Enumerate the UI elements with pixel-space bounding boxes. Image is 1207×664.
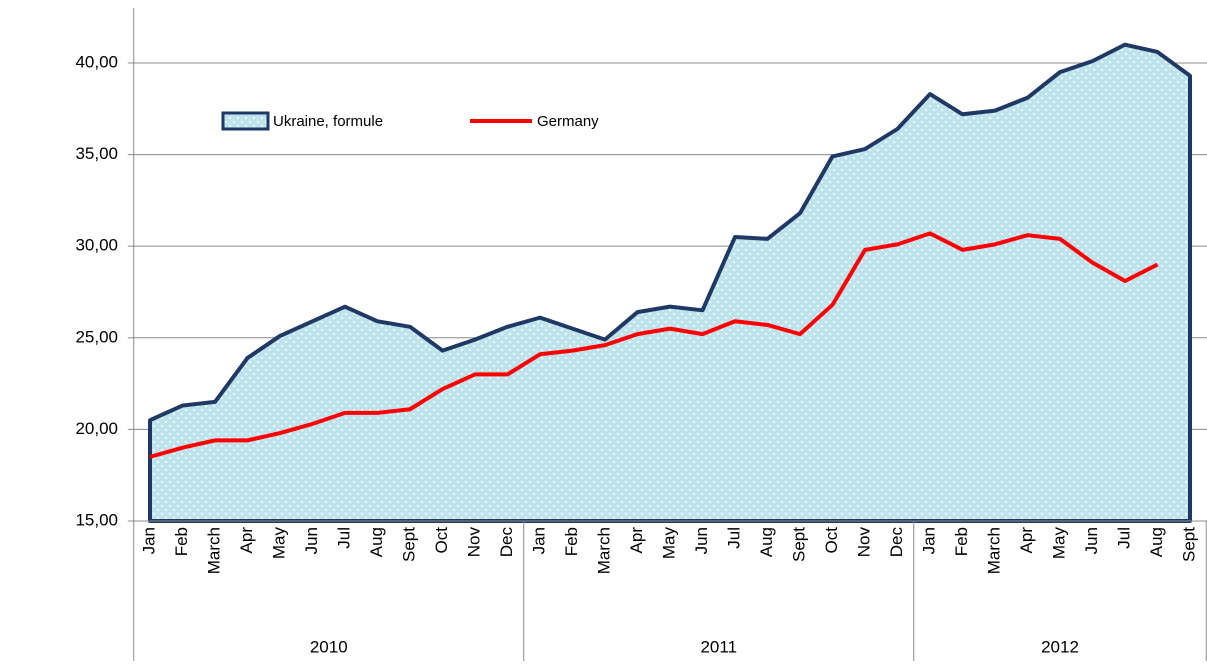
- group-label: 2010: [310, 637, 348, 656]
- x-tick-label: March: [984, 527, 1003, 574]
- x-tick-label: Jun: [1082, 527, 1101, 554]
- y-tick-label: 20,00: [75, 419, 118, 438]
- legend-swatch: [221, 111, 270, 131]
- line: [149, 231, 1159, 459]
- x-tick-label: Apr: [1017, 527, 1036, 554]
- x-tick-label: Jan: [139, 527, 158, 554]
- x-tick-label: May: [1049, 527, 1068, 560]
- x-tick-label: Feb: [952, 527, 971, 556]
- x-tick-label: Oct: [822, 527, 841, 554]
- area: [148, 42, 1192, 523]
- x-tick-label: Jun: [302, 527, 321, 554]
- x-tick-label: Jun: [692, 527, 711, 554]
- x-tick-label: March: [204, 527, 223, 574]
- y-tick-label: 35,00: [75, 144, 118, 163]
- x-tick-label: Jan: [919, 527, 938, 554]
- group-label: 2012: [1041, 637, 1079, 656]
- x-tick-label: Dec: [887, 527, 906, 558]
- x-tick-label: Jul: [724, 527, 743, 549]
- x-tick-label: March: [594, 527, 613, 574]
- legend-label: Germany: [537, 113, 599, 130]
- y-tick-label: 40,00: [75, 52, 118, 71]
- x-tick-label: Aug: [367, 527, 386, 557]
- y-tick-label: 25,00: [75, 327, 118, 346]
- legend-label: Ukraine, formule: [273, 113, 383, 130]
- x-tick-label: Jul: [1114, 527, 1133, 549]
- x-tick-label: Sept: [789, 527, 808, 562]
- x-tick-label: Sept: [1179, 527, 1198, 562]
- x-tick-label: Nov: [464, 527, 483, 558]
- x-tick-label: Apr: [237, 527, 256, 554]
- x-tick-label: Feb: [172, 527, 191, 556]
- x-tick-label: Jan: [529, 527, 548, 554]
- y-tick-label: 30,00: [75, 236, 118, 255]
- x-tick-label: Aug: [757, 527, 776, 557]
- group-label: 2011: [700, 637, 737, 656]
- x-tick-label: Sept: [399, 527, 418, 562]
- x-tick-label: Jul: [334, 527, 353, 549]
- y-tick-label: 15,00: [75, 510, 118, 529]
- x-tick-label: Dec: [497, 527, 516, 558]
- x-tick-label: Aug: [1147, 527, 1166, 557]
- x-tick-label: Oct: [432, 527, 451, 554]
- x-tick-label: Apr: [627, 527, 646, 554]
- x-tick-label: May: [659, 527, 678, 560]
- x-tick-label: Nov: [854, 527, 873, 558]
- x-tick-label: May: [269, 527, 288, 560]
- x-tick-label: Feb: [562, 527, 581, 556]
